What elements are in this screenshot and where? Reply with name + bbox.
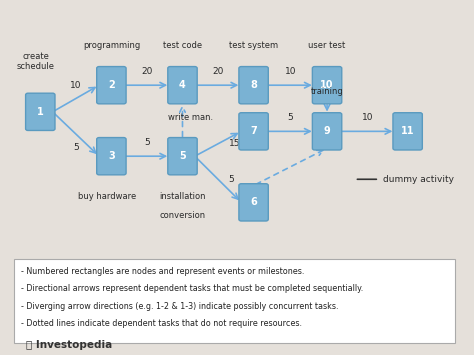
Text: 10: 10 xyxy=(284,67,296,76)
Text: test code: test code xyxy=(163,41,202,50)
Text: conversion: conversion xyxy=(159,211,206,220)
Text: 5: 5 xyxy=(73,143,79,152)
Text: - Numbered rectangles are nodes and represent events or milestones.: - Numbered rectangles are nodes and repr… xyxy=(21,267,305,276)
Text: write man.: write man. xyxy=(168,113,213,122)
FancyBboxPatch shape xyxy=(168,137,197,175)
Text: - Dotted lines indicate dependent tasks that do not require resources.: - Dotted lines indicate dependent tasks … xyxy=(21,319,302,328)
Text: training: training xyxy=(310,87,344,96)
FancyBboxPatch shape xyxy=(312,67,342,104)
Text: 10: 10 xyxy=(70,81,82,89)
Text: 20: 20 xyxy=(212,67,224,76)
FancyBboxPatch shape xyxy=(239,67,268,104)
Text: create
schedule: create schedule xyxy=(17,51,55,71)
FancyBboxPatch shape xyxy=(26,93,55,130)
Text: 11: 11 xyxy=(401,126,414,136)
Text: 2: 2 xyxy=(108,80,115,90)
Text: 15: 15 xyxy=(228,139,240,148)
Text: user test: user test xyxy=(309,41,346,50)
Text: 10: 10 xyxy=(320,80,334,90)
Text: 5: 5 xyxy=(179,151,186,161)
FancyBboxPatch shape xyxy=(239,113,268,150)
Text: 7: 7 xyxy=(250,126,257,136)
Text: 10: 10 xyxy=(362,114,373,122)
FancyBboxPatch shape xyxy=(97,137,126,175)
Text: installation: installation xyxy=(159,192,206,201)
Text: 6: 6 xyxy=(250,197,257,207)
Text: 3: 3 xyxy=(108,151,115,161)
Text: 20: 20 xyxy=(141,67,153,76)
FancyBboxPatch shape xyxy=(239,184,268,221)
Text: 5: 5 xyxy=(144,138,150,147)
Text: - Diverging arrow directions (e.g. 1-2 & 1-3) indicate possibly concurrent tasks: - Diverging arrow directions (e.g. 1-2 &… xyxy=(21,302,339,311)
Text: buy hardware: buy hardware xyxy=(78,192,136,201)
Text: 9: 9 xyxy=(324,126,330,136)
FancyBboxPatch shape xyxy=(312,113,342,150)
FancyBboxPatch shape xyxy=(393,113,422,150)
FancyBboxPatch shape xyxy=(168,67,197,104)
Text: 5: 5 xyxy=(287,114,293,122)
Text: test system: test system xyxy=(229,41,278,50)
Text: dummy activity: dummy activity xyxy=(383,175,454,184)
Text: 4: 4 xyxy=(179,80,186,90)
Text: 8: 8 xyxy=(250,80,257,90)
Text: 1: 1 xyxy=(37,107,44,117)
FancyBboxPatch shape xyxy=(14,259,455,343)
FancyBboxPatch shape xyxy=(97,67,126,104)
Text: - Directional arrows represent dependent tasks that must be completed sequential: - Directional arrows represent dependent… xyxy=(21,284,364,293)
Text: 5: 5 xyxy=(228,175,234,184)
Text: programming: programming xyxy=(83,41,140,50)
Text: ⓘ Investopedia: ⓘ Investopedia xyxy=(26,340,112,350)
